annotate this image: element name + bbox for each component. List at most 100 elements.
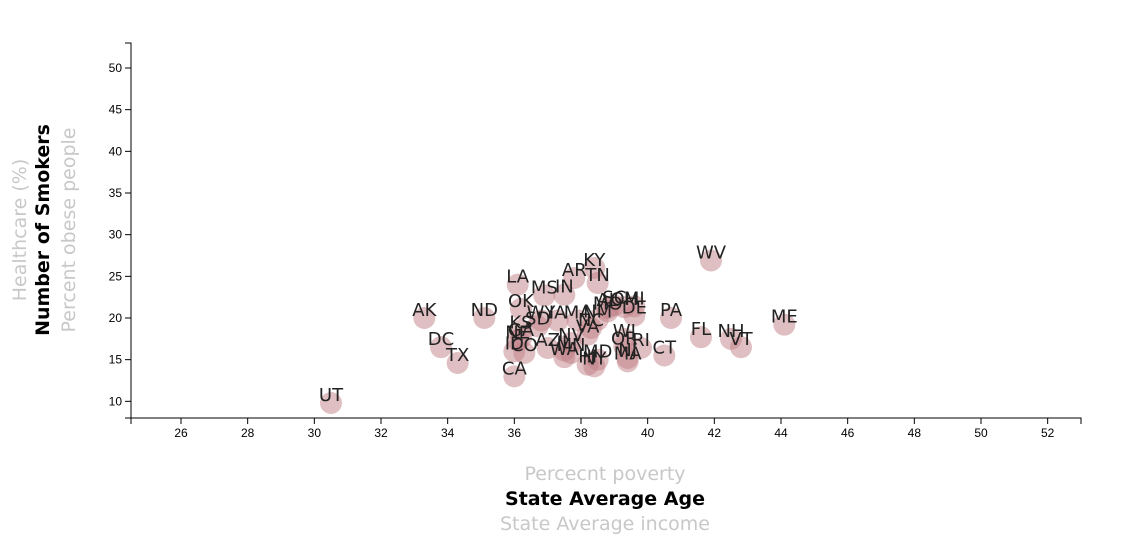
state-marker[interactable] bbox=[320, 392, 342, 414]
state-label: MA bbox=[614, 343, 643, 364]
state-marker[interactable] bbox=[730, 336, 752, 359]
x-axis-title-option[interactable]: State Average Age bbox=[505, 488, 705, 510]
state-marker[interactable] bbox=[586, 272, 609, 294]
state-label: WA bbox=[550, 339, 580, 360]
state-label: KY bbox=[583, 250, 606, 271]
state-label: AL bbox=[596, 290, 618, 311]
state-label: VT bbox=[729, 329, 753, 350]
state-label: NM bbox=[583, 302, 612, 323]
y-tick-label: 50 bbox=[109, 61, 123, 75]
x-axis: 26 28 30 32 34 36 38 40 42 44 46 48 50 52 bbox=[130, 417, 1082, 440]
x-tick-label: 44 bbox=[774, 426, 788, 440]
state-marker[interactable] bbox=[773, 313, 796, 336]
x-axis-titles: Percecnt poverty State Average Age State A… bbox=[500, 463, 710, 535]
x-tick-label: 46 bbox=[841, 426, 855, 440]
state-label: MA bbox=[564, 303, 593, 324]
y-tick-label: 20 bbox=[109, 311, 123, 325]
state-label: NH bbox=[718, 321, 745, 342]
x-tick-label: 42 bbox=[708, 426, 722, 440]
state-label: NJ bbox=[618, 340, 637, 361]
state-label: OK bbox=[508, 291, 535, 312]
state-marker[interactable] bbox=[583, 355, 606, 378]
x-axis-title-option[interactable]: Percecnt poverty bbox=[524, 463, 685, 485]
state-label: MN bbox=[557, 335, 586, 356]
state-marker[interactable] bbox=[446, 352, 469, 374]
state-marker[interactable] bbox=[530, 309, 552, 332]
x-tick-label: 50 bbox=[974, 426, 988, 440]
y-tick-label: 25 bbox=[109, 269, 123, 283]
state-label: MO bbox=[593, 293, 623, 314]
x-tick-label: 32 bbox=[374, 426, 388, 440]
x-tick-label: 52 bbox=[1041, 426, 1055, 440]
state-label: IA bbox=[549, 303, 567, 324]
state-marker[interactable] bbox=[536, 337, 559, 359]
state-marker[interactable] bbox=[653, 344, 676, 367]
y-axis-line bbox=[125, 42, 132, 419]
state-label: WI bbox=[613, 321, 636, 342]
state-label: MS bbox=[531, 278, 558, 299]
state-marker[interactable] bbox=[563, 267, 586, 289]
state-label: ND bbox=[471, 300, 498, 321]
state-marker[interactable] bbox=[503, 365, 526, 388]
state-marker[interactable] bbox=[700, 249, 722, 272]
state-label: NV bbox=[558, 325, 584, 346]
y-tick-label: 15 bbox=[109, 353, 123, 367]
state-marker[interactable] bbox=[623, 304, 646, 327]
state-label: DC bbox=[428, 329, 454, 350]
state-label: CT bbox=[653, 338, 678, 359]
state-label: OR bbox=[611, 328, 638, 349]
state-marker[interactable] bbox=[413, 307, 436, 329]
y-tick-label: 10 bbox=[109, 394, 123, 408]
x-tick-label: 48 bbox=[908, 426, 922, 440]
x-tick-label: 26 bbox=[174, 426, 188, 440]
state-marker[interactable] bbox=[506, 273, 529, 296]
state-label: HI bbox=[578, 347, 597, 368]
state-label: VA bbox=[576, 317, 600, 338]
state-marker[interactable] bbox=[553, 283, 576, 306]
y-tick-label: 35 bbox=[109, 186, 123, 200]
state-marker[interactable] bbox=[510, 319, 532, 342]
state-label: AR bbox=[562, 260, 587, 281]
state-marker[interactable] bbox=[546, 309, 569, 332]
state-label: OH bbox=[610, 289, 638, 310]
x-tick-label: 36 bbox=[508, 426, 522, 440]
state-label: UT bbox=[319, 385, 344, 406]
state-label: GA bbox=[508, 320, 535, 341]
y-tick-label: 40 bbox=[109, 144, 123, 158]
state-label: CA bbox=[502, 358, 528, 379]
x-axis-title-option[interactable]: State Average income bbox=[500, 513, 710, 535]
y-axis-title-option[interactable]: Number of Smokers bbox=[32, 124, 54, 336]
state-marker[interactable] bbox=[473, 307, 496, 329]
state-label: AZ bbox=[535, 330, 560, 351]
state-marker[interactable] bbox=[430, 336, 452, 359]
state-label: IN bbox=[555, 277, 574, 298]
x-axis-line bbox=[130, 417, 1082, 424]
state-marker[interactable] bbox=[533, 284, 556, 307]
state-label: NY bbox=[582, 348, 607, 369]
y-tick-label: 30 bbox=[109, 228, 123, 242]
state-label: ME bbox=[771, 307, 798, 328]
state-label: WY bbox=[527, 303, 557, 324]
x-tick-label: 30 bbox=[308, 426, 322, 440]
state-label: TN bbox=[584, 265, 609, 286]
y-tick-label: 45 bbox=[109, 103, 123, 117]
state-marker[interactable] bbox=[510, 297, 532, 320]
state-label: AK bbox=[412, 300, 437, 321]
state-marker[interactable] bbox=[616, 350, 639, 373]
state-label: DE bbox=[622, 298, 647, 319]
state-marker[interactable] bbox=[586, 308, 609, 331]
x-tick-label: 34 bbox=[441, 426, 455, 440]
state-marker[interactable] bbox=[690, 326, 712, 349]
state-marker[interactable] bbox=[660, 307, 682, 329]
state-label: TX bbox=[445, 345, 469, 366]
state-label: SC bbox=[602, 288, 626, 309]
state-label: CO bbox=[511, 335, 538, 356]
state-label: ID bbox=[505, 333, 524, 354]
state-marker[interactable] bbox=[553, 346, 576, 369]
y-axis-title-option[interactable]: Healthcare (%) bbox=[9, 159, 31, 301]
x-tick-label: 40 bbox=[641, 426, 655, 440]
y-axis-title-option[interactable]: Percent obese people bbox=[58, 128, 80, 333]
state-label: KS bbox=[509, 313, 532, 334]
